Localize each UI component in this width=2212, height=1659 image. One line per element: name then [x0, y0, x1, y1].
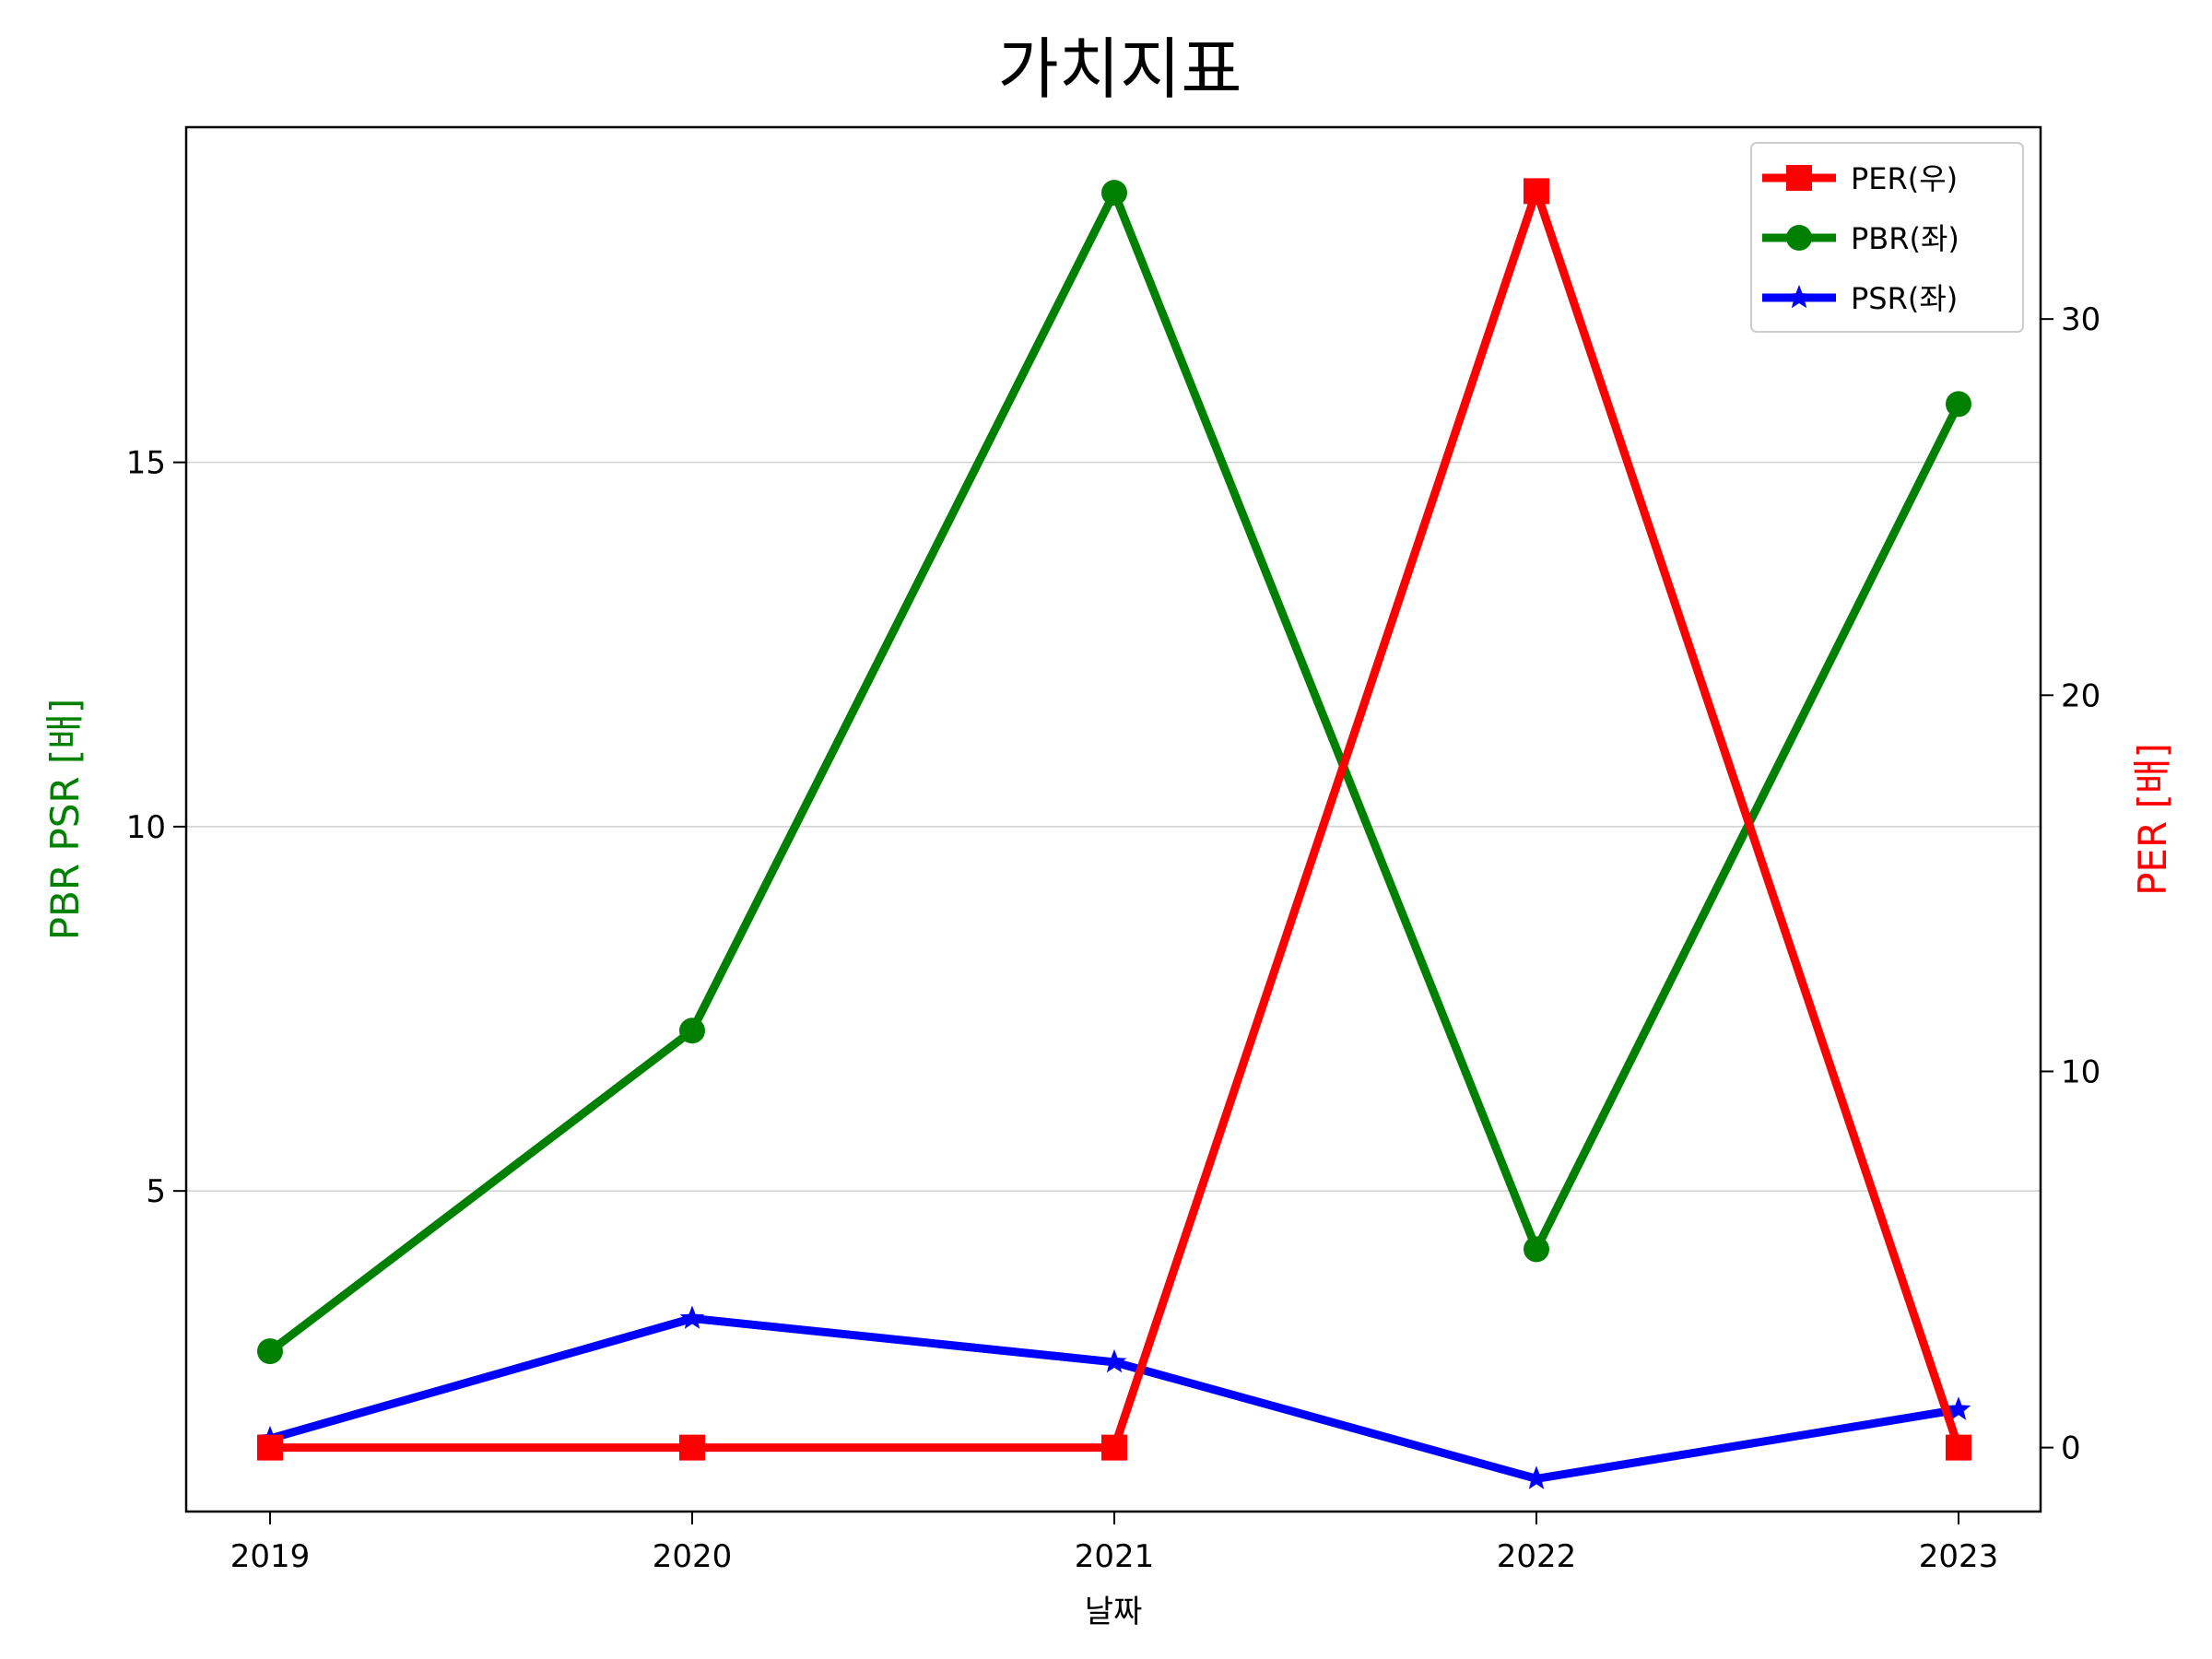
y-axis-left-label: PBR PSR [배] [42, 699, 88, 941]
legend-box [1750, 142, 2024, 333]
data-point [257, 1434, 283, 1461]
legend-entry: PER(우) [1762, 161, 1958, 196]
legend-entry: PSR(좌) [1762, 281, 1958, 316]
x-axis: 2019 2020 2021 2022 2023 [230, 1512, 1999, 1575]
y-left-tick-label: 5 [146, 1173, 166, 1210]
data-point [1524, 1236, 1549, 1263]
data-point [1524, 1465, 1549, 1489]
grid-lines [186, 461, 2041, 1192]
y-right-tick-label: 10 [2061, 1053, 2100, 1090]
y-right-tick-label: 20 [2061, 677, 2100, 714]
x-tick-label: 2021 [1075, 1538, 1155, 1575]
legend-marker [1786, 225, 1812, 251]
data-point [1101, 1348, 1127, 1373]
data-point [679, 1305, 705, 1329]
data-point [1946, 1396, 1971, 1420]
y-axis-right: 0 10 20 30 [2041, 301, 2100, 1467]
legend-marker [1786, 285, 1812, 309]
x-tick-label: 2020 [653, 1538, 733, 1575]
legend-label: PSR(좌) [1851, 281, 1958, 316]
x-axis-label: 날짜 [1085, 1594, 1143, 1630]
chart-title: 가치지표 [998, 30, 1242, 108]
y-axis-left: 5 10 15 [126, 445, 186, 1210]
data-point [257, 1338, 283, 1365]
series-PER(우) [257, 178, 1971, 1461]
data-point [1946, 391, 1971, 418]
y-right-tick-label: 30 [2061, 301, 2100, 338]
legend-marker [1786, 165, 1812, 191]
y-left-tick-label: 15 [126, 445, 166, 482]
legend: PER(우) PBR(좌) PSR(좌) [1750, 142, 2024, 333]
series-PBR(좌) [257, 180, 1971, 1365]
x-tick-label: 2022 [1497, 1538, 1577, 1575]
data-point [1101, 1434, 1127, 1461]
legend-label: PER(우) [1851, 161, 1958, 196]
data-point [679, 1434, 705, 1461]
y-right-tick-label: 0 [2061, 1430, 2081, 1467]
data-point [1101, 180, 1127, 206]
x-tick-label: 2023 [1919, 1538, 1999, 1575]
legend-label: PBR(좌) [1851, 221, 1959, 256]
data-point [679, 1018, 705, 1044]
y-axis-right-label: PER [배] [2130, 743, 2175, 896]
x-tick-label: 2019 [230, 1538, 311, 1575]
legend-entry: PBR(좌) [1762, 221, 1959, 256]
data-point [1946, 1434, 1971, 1461]
data-point [1524, 178, 1549, 205]
y-left-tick-label: 10 [126, 809, 166, 846]
series-layer [257, 178, 1971, 1489]
